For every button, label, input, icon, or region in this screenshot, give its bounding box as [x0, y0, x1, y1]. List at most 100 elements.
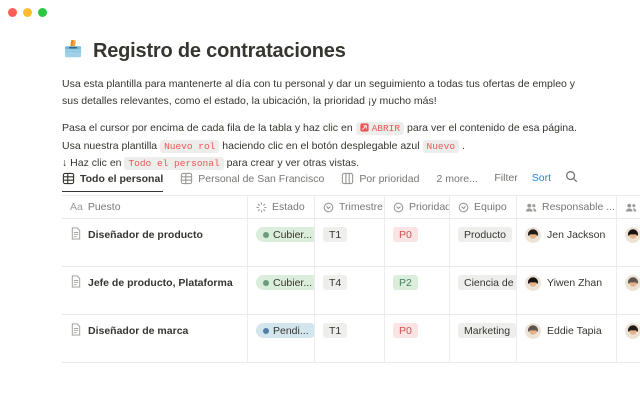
- tab-label: Todo el personal: [80, 172, 164, 185]
- column-header-equipo[interactable]: Equipo: [450, 196, 517, 218]
- page-icon: [70, 227, 82, 243]
- select-property-icon: [393, 202, 404, 213]
- person-chip: Yiwen Zhan: [525, 275, 602, 291]
- cell-equipo[interactable]: Ciencia de ...: [450, 267, 517, 314]
- tab-label: Por prioridad: [359, 172, 420, 185]
- column-label: Equipo: [474, 201, 507, 213]
- column-header-puesto[interactable]: Aa Puesto: [62, 196, 248, 218]
- column-header-prioridad[interactable]: Prioridad: [385, 196, 450, 218]
- open-page-icon: [359, 121, 369, 138]
- view-tab-por-prioridad[interactable]: Por prioridad: [341, 172, 419, 192]
- cell-responsable[interactable]: Yiwen Zhan: [517, 267, 617, 314]
- cell-persona-extra[interactable]: [617, 315, 640, 362]
- status-dot-icon: [263, 279, 269, 286]
- instruction-line: ↓ Haz clic en Todo el personal para crea…: [62, 155, 578, 172]
- cell-equipo[interactable]: Producto: [450, 219, 517, 266]
- instruction-text: .: [459, 140, 465, 152]
- people-property-icon: [525, 202, 537, 213]
- instructions-block: Pasa el cursor por encima de cada fila d…: [62, 120, 578, 172]
- estado-value: Cubier...: [273, 228, 313, 241]
- cell-trimestre[interactable]: T1: [315, 219, 385, 266]
- view-tab-2-more-[interactable]: 2 more...: [436, 173, 477, 192]
- cell-trimestre[interactable]: T1: [315, 315, 385, 362]
- cell-persona-extra[interactable]: [617, 219, 640, 266]
- column-label: Trimestre: [339, 201, 383, 213]
- estado-value: Cubier...: [273, 276, 313, 289]
- cell-puesto[interactable]: Diseñador de marca: [62, 315, 248, 362]
- sort-button[interactable]: Sort: [531, 172, 551, 184]
- select-property-icon: [458, 202, 469, 213]
- close-window-icon[interactable]: [8, 8, 17, 17]
- avatar: [525, 323, 541, 339]
- prioridad-tag: P0: [393, 323, 418, 338]
- column-header-persona[interactable]: [617, 196, 640, 218]
- table-row[interactable]: Diseñador de producto Cubier... T1 P0 Produc…: [62, 219, 640, 267]
- view-tab-personal-de-san-francisco[interactable]: Personal de San Francisco: [180, 172, 324, 192]
- column-header-responsable-[interactable]: Responsable ...: [517, 196, 617, 218]
- column-header-trimestre[interactable]: Trimestre: [315, 196, 385, 218]
- status-pill: Pendi...: [256, 323, 314, 338]
- table-row[interactable]: Jefe de producto, Plataforma Cubier... T4 P…: [62, 267, 640, 315]
- inline-code-chip: ABRIR: [355, 121, 405, 138]
- column-label: Estado: [272, 201, 305, 213]
- view-tab-todo-el-personal[interactable]: Todo el personal: [62, 172, 164, 192]
- window-controls: [8, 8, 47, 17]
- trimestre-tag: T4: [323, 275, 348, 290]
- inline-code-chip: Nuevo: [422, 140, 460, 153]
- equipo-tag: Producto: [458, 227, 513, 242]
- cell-estado[interactable]: Cubier...: [248, 219, 315, 266]
- cell-estado[interactable]: Cubier...: [248, 267, 315, 314]
- cell-estado[interactable]: Pendi...: [248, 315, 315, 362]
- estado-value: Pendi...: [273, 324, 309, 337]
- cell-equipo[interactable]: Marketing: [450, 315, 517, 362]
- responsable-value: Yiwen Zhan: [547, 277, 603, 289]
- instruction-text: para crear y ver otras vistas.: [223, 157, 360, 169]
- table-view-icon: [180, 172, 193, 185]
- prioridad-tag: P0: [393, 227, 418, 242]
- column-label: Responsable ...: [542, 201, 615, 213]
- cell-responsable[interactable]: Jen Jackson: [517, 219, 617, 266]
- cell-puesto[interactable]: Diseñador de producto: [62, 219, 248, 266]
- cell-trimestre[interactable]: T4: [315, 267, 385, 314]
- page-icon: [70, 275, 82, 291]
- filter-button[interactable]: Filter: [494, 172, 518, 184]
- responsable-value: Jen Jackson: [547, 229, 606, 241]
- ballot-box-icon: [62, 38, 84, 65]
- cell-persona-extra[interactable]: [617, 267, 640, 314]
- board-view-icon: [341, 172, 354, 185]
- intro-paragraph: Usa esta plantilla para mantenerte al dí…: [62, 78, 576, 107]
- toolbar-controls: Filter Sort: [494, 170, 578, 192]
- tab-label: Personal de San Francisco: [198, 172, 325, 185]
- cell-prioridad[interactable]: P0: [385, 315, 450, 362]
- instruction-text: haciendo clic en el botón desplegable az…: [219, 140, 423, 152]
- instruction-text: ↓ Haz clic en: [62, 157, 125, 169]
- column-header-estado[interactable]: Estado: [248, 196, 315, 218]
- puesto-value: Diseñador de producto: [88, 229, 203, 241]
- cell-puesto[interactable]: Jefe de producto, Plataforma: [62, 267, 248, 314]
- cell-prioridad[interactable]: P2: [385, 267, 450, 314]
- hiring-table: Aa Puesto Estado Trimestre Prioridad Equipo Re…: [62, 195, 640, 363]
- trimestre-tag: T1: [323, 227, 348, 242]
- table-header-row: Aa Puesto Estado Trimestre Prioridad Equipo Re…: [62, 195, 640, 219]
- status-property-icon: [256, 201, 267, 213]
- status-pill: Cubier...: [256, 275, 314, 290]
- avatar: [525, 275, 541, 291]
- minimize-window-icon[interactable]: [23, 8, 32, 17]
- table-row[interactable]: Diseñador de marca Pendi... T1 P0 Marketing E…: [62, 315, 640, 363]
- zoom-window-icon[interactable]: [38, 8, 47, 17]
- puesto-value: Jefe de producto, Plataforma: [88, 277, 233, 289]
- instruction-line: Pasa el cursor por encima de cada fila d…: [62, 120, 578, 138]
- status-pill: Cubier...: [256, 227, 314, 242]
- instruction-text: para ver el contenido de esa página.: [404, 122, 577, 134]
- table-view-icon: [62, 172, 75, 185]
- select-property-icon: [323, 202, 334, 213]
- avatar: [625, 275, 640, 291]
- tab-label: 2 more...: [436, 173, 478, 185]
- cell-prioridad[interactable]: P0: [385, 219, 450, 266]
- search-icon[interactable]: [565, 170, 578, 186]
- responsable-value: Eddie Tapia: [547, 325, 602, 337]
- people-property-icon: [625, 202, 637, 213]
- view-tabs: Todo el personal Personal de San Francisc…: [62, 172, 478, 192]
- cell-responsable[interactable]: Eddie Tapia: [517, 315, 617, 362]
